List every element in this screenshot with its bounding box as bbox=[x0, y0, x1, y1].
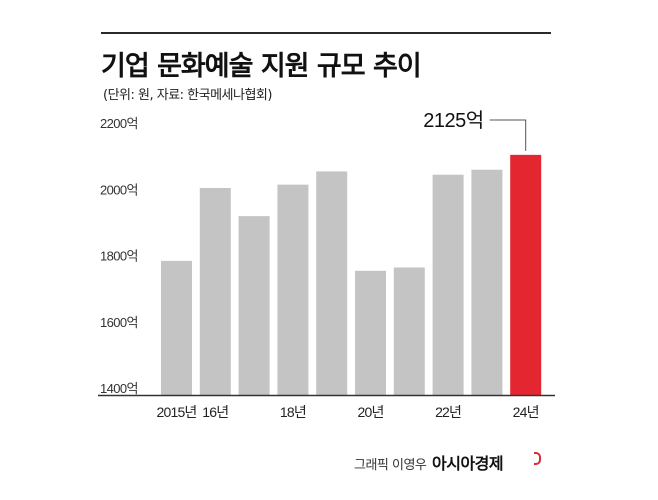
bar bbox=[316, 171, 348, 395]
bar bbox=[393, 267, 425, 395]
graphic-credit: 그래픽 이영우 bbox=[354, 458, 427, 473]
bar bbox=[471, 169, 503, 395]
bar bbox=[161, 260, 192, 395]
x-tick-label: 20년 bbox=[357, 404, 383, 420]
bar bbox=[355, 270, 386, 395]
bar bbox=[199, 187, 231, 395]
x-tick-label: 2015년 bbox=[156, 404, 196, 420]
annotation-label: 2125억 bbox=[423, 109, 483, 132]
x-tick-label: 18년 bbox=[280, 404, 306, 420]
y-tick-label: 1600억 bbox=[100, 315, 138, 330]
x-tick-label: 24년 bbox=[513, 404, 539, 420]
chart-title: 기업 문화예술 지원 규모 추이 bbox=[101, 51, 422, 82]
brand-mark-icon bbox=[534, 452, 541, 465]
chart-subtitle: (단위: 원, 자료: 한국메세나협회) bbox=[103, 88, 272, 103]
y-tick-label: 2200억 bbox=[100, 116, 138, 131]
annotation-leader-line bbox=[489, 119, 527, 151]
x-tick-label: 22년 bbox=[435, 404, 461, 420]
title-rule bbox=[101, 32, 551, 34]
bar bbox=[510, 154, 542, 395]
y-tick-label: 2000억 bbox=[100, 182, 138, 197]
y-tick-label: 1400억 bbox=[100, 381, 138, 396]
y-tick-label: 1800억 bbox=[100, 249, 138, 264]
x-tick-label: 16년 bbox=[202, 404, 228, 420]
bar bbox=[277, 184, 309, 395]
bar bbox=[432, 174, 464, 395]
bar bbox=[238, 216, 270, 395]
brand-logo: 아시아경제 bbox=[432, 454, 504, 473]
